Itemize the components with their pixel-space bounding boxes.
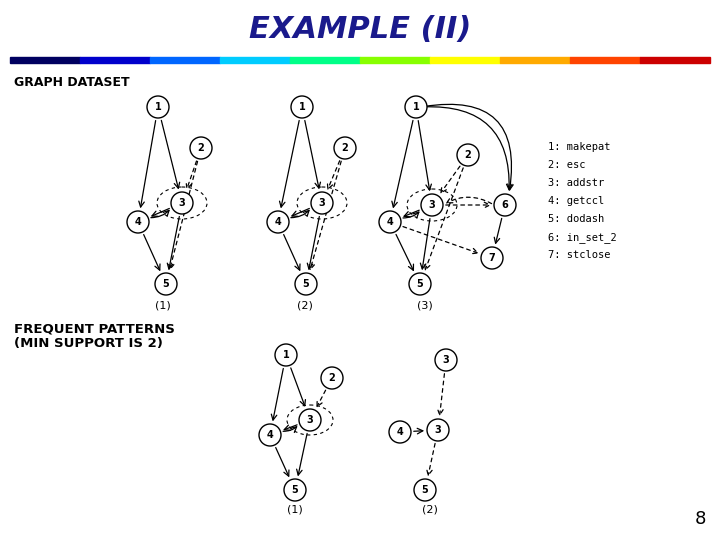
Bar [500,57,570,63]
Bar [360,57,430,63]
Text: 4: 4 [135,217,141,227]
Text: 5: 5 [302,279,310,289]
Circle shape [414,479,436,501]
Circle shape [481,247,503,269]
Circle shape [299,409,321,431]
Text: 1: makepat: 1: makepat [548,142,611,152]
Text: 5: dodash: 5: dodash [548,214,604,224]
Bar [570,57,640,63]
Text: 1: 1 [155,102,161,112]
Circle shape [457,144,479,166]
Circle shape [190,137,212,159]
Text: (2): (2) [297,300,313,310]
Text: 3: 3 [443,355,449,365]
Bar [290,57,360,63]
Bar [80,57,150,63]
Circle shape [267,211,289,233]
Text: 5: 5 [163,279,169,289]
Text: 4: 4 [274,217,282,227]
Circle shape [421,194,443,216]
Text: 6: in_set_2: 6: in_set_2 [548,232,617,243]
Circle shape [435,349,457,371]
Circle shape [311,192,333,214]
Circle shape [291,96,313,118]
Text: 2: 2 [328,373,336,383]
Text: 2: 2 [464,150,472,160]
Text: 4: 4 [397,427,403,437]
Text: 4: getccl: 4: getccl [548,196,604,206]
Text: 5: 5 [292,485,298,495]
Text: 1: 1 [413,102,419,112]
Text: 2: 2 [197,143,204,153]
Text: 5: 5 [422,485,428,495]
Text: (3): (3) [417,300,433,310]
Text: 4: 4 [387,217,393,227]
Text: 1: 1 [283,350,289,360]
Text: 7: 7 [489,253,495,263]
Circle shape [389,421,411,443]
Circle shape [147,96,169,118]
Circle shape [295,273,317,295]
Text: 4: 4 [266,430,274,440]
Text: 3: 3 [428,200,436,210]
Text: (1): (1) [287,505,303,515]
Bar [430,57,500,63]
Bar [640,57,710,63]
Circle shape [409,273,431,295]
Circle shape [427,419,449,441]
Text: 3: 3 [319,198,325,208]
Circle shape [171,192,193,214]
Text: 3: 3 [435,425,441,435]
Bar [10,57,80,63]
Circle shape [405,96,427,118]
FancyArrowPatch shape [424,104,513,190]
Text: (1): (1) [155,300,171,310]
Circle shape [284,479,306,501]
Circle shape [127,211,149,233]
Circle shape [379,211,401,233]
Bar [150,57,220,63]
Text: 5: 5 [417,279,423,289]
Circle shape [275,344,297,366]
Text: FREQUENT PATTERNS
(MIN SUPPORT IS 2): FREQUENT PATTERNS (MIN SUPPORT IS 2) [14,322,175,350]
Text: 2: 2 [341,143,348,153]
Text: 2: esc: 2: esc [548,160,585,170]
Bar [220,57,290,63]
Circle shape [155,273,177,295]
Circle shape [494,194,516,216]
Text: EXAMPLE (II): EXAMPLE (II) [249,16,471,44]
Circle shape [259,424,281,446]
Text: 3: 3 [307,415,313,425]
Circle shape [334,137,356,159]
Text: (2): (2) [422,505,438,515]
Text: 6: 6 [502,200,508,210]
Circle shape [321,367,343,389]
Text: 1: 1 [299,102,305,112]
Text: 3: 3 [179,198,185,208]
Text: GRAPH DATASET: GRAPH DATASET [14,76,130,89]
Text: 3: addstr: 3: addstr [548,178,604,188]
Text: 7: stclose: 7: stclose [548,250,611,260]
Text: 8: 8 [695,510,706,528]
